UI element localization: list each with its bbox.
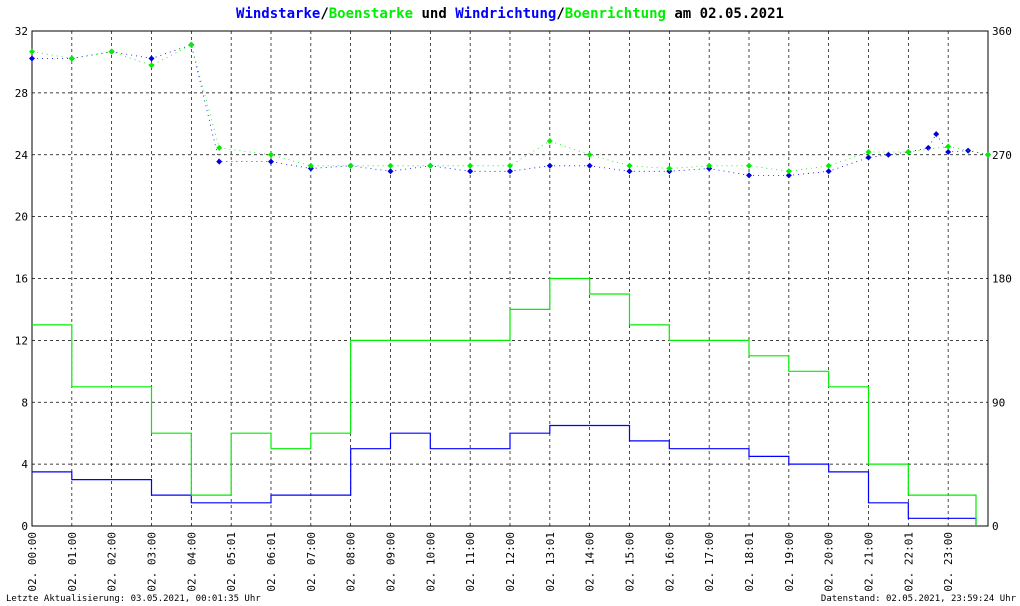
direction-point-windrichtung (945, 149, 952, 155)
y-left-tick-label: 12 (15, 334, 28, 347)
direction-point-windrichtung (885, 151, 892, 158)
direction-point-boenrichtung (148, 62, 155, 69)
y-left-tick-label: 4 (21, 458, 28, 471)
direction-point-boenrichtung (29, 48, 35, 55)
direction-point-windrichtung (29, 55, 35, 62)
series-line-windstarke (32, 424, 977, 526)
direction-point-windrichtung (626, 168, 633, 175)
x-tick-label: 02. 02:00 (106, 532, 119, 592)
direction-point-boenrichtung (706, 162, 713, 169)
x-tick-label: 02. 13:01 (544, 532, 557, 592)
y-left-tick-label: 20 (15, 211, 28, 224)
direction-point-boenrichtung (108, 48, 115, 55)
direction-point-windrichtung (746, 172, 752, 179)
direction-point-boenrichtung (347, 162, 354, 169)
x-tick-label: 02. 05:01 (225, 532, 238, 592)
direction-point-boenrichtung (586, 151, 593, 158)
y-right-tick-label: 0 (992, 520, 999, 533)
direction-point-boenrichtung (188, 41, 195, 48)
x-tick-label: 02. 04:00 (185, 532, 198, 592)
direction-point-boenrichtung (945, 143, 952, 150)
chart-title: Windstarke/Boenstarke und Windrichtung/B… (236, 6, 784, 22)
direction-point-windrichtung (925, 144, 932, 151)
direction-point-windrichtung (148, 55, 155, 62)
x-tick-label: 02. 20:00 (823, 532, 836, 592)
x-tick-label: 02. 01:00 (66, 532, 79, 592)
direction-point-boenrichtung (268, 151, 274, 158)
direction-point-windrichtung (825, 168, 832, 175)
footer-last-update: Letzte Aktualisierung: 03.05.2021, 00:01… (6, 594, 261, 604)
title-part-5: / (556, 6, 564, 22)
x-tick-label: 02. 11:00 (464, 532, 477, 592)
x-tick-label: 02. 14:00 (584, 532, 597, 592)
y-left-tick-label: 32 (15, 25, 28, 38)
direction-point-boenrichtung (825, 162, 832, 169)
x-tick-label: 02. 22:01 (902, 532, 915, 592)
direction-point-boenrichtung (307, 162, 314, 169)
y-left-tick-label: 8 (21, 396, 28, 409)
direction-point-boenrichtung (467, 162, 474, 169)
direction-point-boenrichtung (216, 144, 223, 151)
direction-point-boenrichtung (626, 162, 633, 169)
x-tick-label: 02. 09:00 (385, 532, 398, 592)
x-tick-label: 02. 12:00 (504, 532, 517, 592)
direction-point-boenrichtung (507, 162, 513, 169)
title-part-2: Boenstarke (329, 6, 413, 22)
y-left-tick-label: 28 (15, 87, 28, 100)
direction-point-windrichtung (785, 172, 792, 179)
series-layer (29, 41, 991, 526)
y-right-tick-label: 270 (992, 149, 1012, 162)
title-part-7: am 02.05.2021 (666, 6, 784, 22)
x-tick-label: 02. 18:01 (743, 532, 756, 592)
x-tick-label: 02. 07:00 (305, 532, 318, 592)
x-tick-label: 02. 21:00 (863, 532, 876, 592)
y-right-tick-label: 90 (992, 396, 1005, 409)
x-tick-label: 02. 00:00 (26, 532, 39, 592)
direction-point-windrichtung (387, 168, 394, 175)
y-right-tick-label: 360 (992, 25, 1012, 38)
direction-point-boenrichtung (905, 149, 912, 155)
direction-point-boenrichtung (427, 162, 434, 169)
direction-point-windrichtung (216, 158, 223, 165)
x-tick-label: 02. 08:00 (345, 532, 358, 592)
direction-point-boenrichtung (387, 162, 394, 169)
title-part-0: Windstarke (236, 6, 320, 22)
title-part-3: und (413, 6, 455, 22)
x-tick-label: 02. 19:00 (783, 532, 796, 592)
x-tick-label: 02. 17:00 (703, 532, 716, 592)
y-left-tick-label: 24 (15, 149, 29, 162)
direction-point-windrichtung (268, 158, 274, 165)
direction-point-boenrichtung (746, 162, 752, 169)
y-left-tick-label: 0 (21, 520, 28, 533)
direction-point-boenrichtung (985, 151, 991, 158)
direction-point-boenrichtung (785, 168, 792, 175)
x-tick-label: 02. 06:01 (265, 532, 278, 592)
direction-point-windrichtung (546, 162, 553, 169)
direction-point-windrichtung (933, 131, 940, 138)
footer-data-status: Datenstand: 02.05.2021, 23:59:24 Uhr (821, 594, 1017, 604)
direction-point-boenrichtung (546, 138, 553, 144)
direction-point-windrichtung (507, 168, 513, 175)
x-tick-label: 02. 10:00 (424, 532, 437, 592)
y-right-tick-label: 180 (992, 273, 1012, 286)
x-tick-label: 02. 15:00 (624, 532, 637, 592)
direction-point-boenrichtung (865, 149, 872, 155)
y-left-tick-label: 16 (15, 273, 28, 286)
direction-point-boenrichtung (68, 55, 75, 62)
direction-point-windrichtung (586, 162, 593, 169)
direction-point-windrichtung (865, 154, 872, 161)
direction-point-windrichtung (467, 168, 474, 175)
axis-labels: 0 4 8 12 16 20 24 28 32 0 90 180 270 360 02. 00:00 02. … (15, 25, 1012, 592)
x-tick-label: 02. 16:00 (663, 532, 676, 592)
title-part-1: / (320, 6, 328, 22)
x-tick-label: 02. 03:00 (146, 532, 159, 592)
title-part-4: Windrichtung (455, 6, 556, 22)
title-part-6: Boenrichtung (565, 6, 666, 22)
x-tick-label: 02. 23:00 (942, 532, 955, 592)
direction-point-boenrichtung (666, 165, 673, 172)
series-line-boenstarke (32, 277, 977, 526)
